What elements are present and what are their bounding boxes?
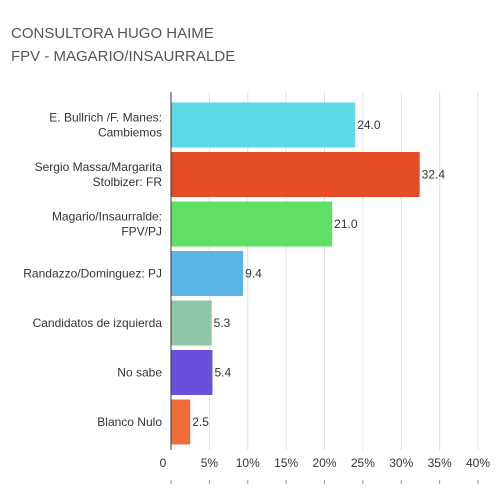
category-label: Sergio Massa/Margarita Stolbizer: FR — [35, 160, 163, 189]
bar — [171, 201, 333, 247]
category-label: Blanco Nulo — [97, 415, 162, 429]
x-tick-label: 40% — [466, 456, 490, 470]
bar-value-label: 5.3 — [214, 316, 231, 330]
bar — [171, 350, 213, 395]
category-label-line: Candidatos de izquierda — [33, 316, 163, 330]
x-tick-label: 15% — [274, 456, 298, 470]
bar — [171, 300, 212, 346]
x-tick-label: 5% — [201, 456, 219, 470]
bar — [171, 152, 420, 197]
x-tick-label: 35% — [428, 456, 452, 470]
category-label-line: Blanco Nulo — [97, 415, 162, 429]
bar — [171, 399, 191, 445]
category-label-line: Cambiemos — [98, 126, 162, 140]
x-tick-label: 30% — [389, 456, 413, 470]
bar-value-label: 9.4 — [245, 267, 262, 281]
bar-value-label: 2.5 — [192, 415, 209, 429]
bar-value-label: 24.0 — [357, 118, 381, 132]
category-label-line: Sergio Massa/Margarita — [35, 160, 163, 174]
category-label-line: Stolbizer: FR — [93, 175, 163, 189]
category-label: Magario/Insaurralde: FPV/PJ — [52, 210, 162, 239]
category-label-line: No sabe — [117, 366, 162, 380]
bar — [171, 251, 244, 296]
x-tick-label: 10% — [236, 456, 260, 470]
x-tick-label: 25% — [351, 456, 375, 470]
chart-title-line-1: CONSULTORA HUGO HAIME — [11, 25, 214, 42]
category-label-line: Randazzo/Dominguez: PJ — [23, 267, 162, 281]
category-label: Randazzo/Dominguez: PJ — [23, 267, 162, 281]
bar-value-label: 5.4 — [214, 366, 231, 380]
bar — [171, 102, 356, 148]
bar-value-label: 21.0 — [334, 217, 358, 231]
chart-title-line-2: FPV - MAGARIO/INSAURRALDE — [11, 48, 236, 65]
x-tick-label: 20% — [312, 456, 336, 470]
category-label: E. Bullrich /F. Manes: Cambiemos — [49, 111, 162, 140]
category-label-line: E. Bullrich /F. Manes: — [49, 111, 162, 125]
category-label-line: FPV/PJ — [121, 225, 162, 239]
bar-value-label: 32.4 — [422, 168, 446, 182]
x-tick-label: 0 — [160, 456, 167, 470]
category-label: No sabe — [117, 366, 162, 380]
category-label: Candidatos de izquierda — [33, 316, 163, 330]
category-label-line: Magario/Insaurralde: — [52, 210, 162, 224]
